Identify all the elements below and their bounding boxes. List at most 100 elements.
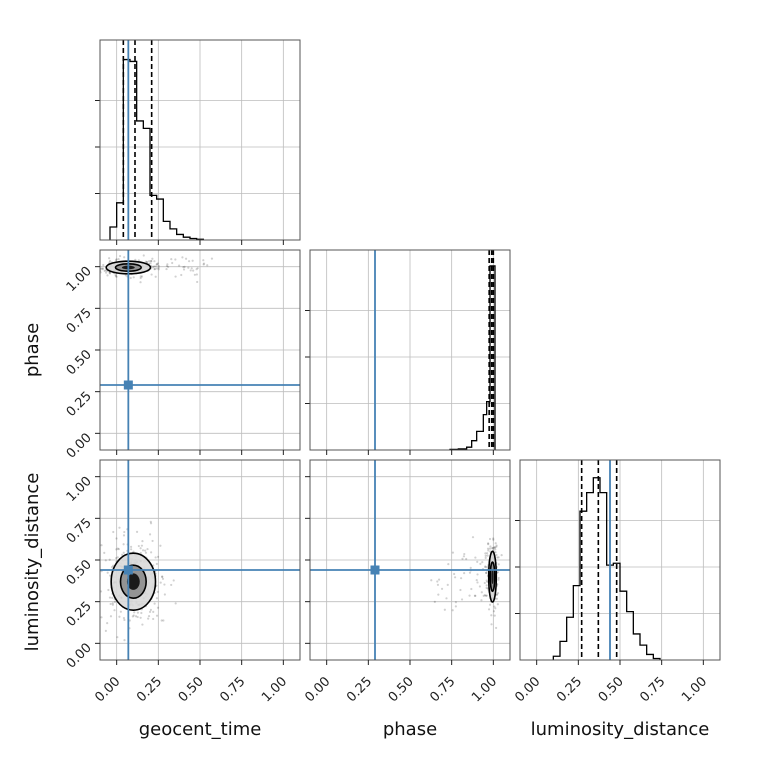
scatter-point bbox=[139, 551, 142, 555]
scatter-point bbox=[146, 260, 149, 264]
scatter-point bbox=[122, 616, 126, 620]
scatter-point bbox=[443, 608, 446, 611]
scatter-point bbox=[151, 257, 154, 260]
scatter-point bbox=[146, 547, 149, 551]
scatter-point bbox=[102, 263, 105, 267]
scatter-point bbox=[485, 579, 488, 582]
scatter-point bbox=[155, 562, 158, 566]
scatter-point bbox=[462, 555, 466, 558]
scatter-point bbox=[181, 256, 184, 259]
scatter-point bbox=[172, 579, 175, 582]
scatter-point bbox=[111, 603, 114, 606]
scatter-point bbox=[436, 580, 439, 583]
scatter-point bbox=[474, 594, 477, 597]
scatter-point bbox=[465, 557, 468, 561]
scatter-point bbox=[485, 586, 488, 589]
scatter-point bbox=[454, 605, 457, 608]
scatter-point bbox=[152, 617, 155, 621]
scatter-point bbox=[115, 556, 118, 560]
scatter-point bbox=[184, 257, 188, 260]
scatter-point bbox=[192, 269, 195, 272]
scatter-point bbox=[156, 590, 159, 593]
ylabel-luminosity-distance: luminosity_distance bbox=[22, 473, 43, 652]
scatter-point bbox=[495, 626, 498, 630]
xlabel-luminosity-distance: luminosity_distance bbox=[531, 719, 710, 740]
scatter-point bbox=[117, 258, 120, 261]
scatter-point bbox=[108, 271, 111, 274]
scatter-point bbox=[149, 262, 152, 265]
xtick-label-0: 0.00 bbox=[92, 674, 123, 705]
scatter-point bbox=[490, 623, 493, 626]
xtick-label-2: 0.50 bbox=[386, 674, 417, 705]
scatter-point bbox=[195, 268, 198, 271]
scatter-point bbox=[491, 547, 494, 550]
scatter-point bbox=[202, 263, 205, 266]
scatter-point bbox=[496, 593, 499, 596]
hist-bars-phase bbox=[449, 265, 496, 451]
scatter-point bbox=[496, 592, 500, 595]
scatter-point bbox=[110, 566, 114, 569]
scatter-point bbox=[451, 551, 455, 554]
panel-2d-phase-luminosity_distance: 0.00 0.25 0.50 0.75 1.00 bbox=[302, 459, 511, 705]
scatter-point bbox=[137, 259, 140, 262]
scatter-point bbox=[156, 555, 160, 558]
scatter-point bbox=[484, 565, 487, 568]
scatter-point bbox=[487, 549, 490, 552]
scatter-point bbox=[484, 565, 487, 569]
scatter-point bbox=[123, 639, 126, 642]
scatter-point bbox=[113, 609, 116, 612]
scatter-point bbox=[195, 273, 198, 276]
scatter-point bbox=[496, 603, 499, 606]
scatter-point bbox=[106, 571, 109, 574]
scatter-point bbox=[139, 276, 142, 280]
scatter-point bbox=[159, 544, 162, 547]
scatter-point bbox=[180, 273, 183, 277]
scatter-point bbox=[480, 599, 483, 602]
scatter-point bbox=[487, 542, 490, 545]
scatter-point bbox=[187, 260, 191, 263]
scatter-point bbox=[446, 583, 449, 586]
scatter-point bbox=[150, 259, 153, 263]
scatter-point bbox=[133, 611, 136, 614]
scatter-point bbox=[106, 274, 109, 277]
scatter-point bbox=[497, 578, 500, 581]
scatter-point bbox=[196, 280, 199, 284]
scatter-point bbox=[206, 264, 209, 267]
scatter-point bbox=[487, 608, 491, 611]
scatter-point bbox=[496, 571, 499, 574]
scatter-point bbox=[108, 272, 112, 275]
ytick-label-1: 0.25 bbox=[64, 389, 95, 420]
scatter-point bbox=[95, 270, 97, 272]
scatter-point bbox=[153, 267, 157, 271]
scatter-point bbox=[114, 273, 117, 277]
scatter-point bbox=[476, 581, 479, 584]
scatter-point bbox=[156, 262, 160, 265]
scatter-point bbox=[152, 265, 156, 268]
contour-outer bbox=[487, 550, 498, 603]
ytick-label-0: 0.00 bbox=[64, 641, 95, 672]
panel-2d-geocent_time-phase: 0.00 0.25 0.50 0.75 1.00 bbox=[64, 249, 301, 462]
scatter-point bbox=[136, 615, 139, 619]
scatter-point bbox=[155, 597, 158, 600]
scatter-point bbox=[122, 543, 125, 546]
scatter-point bbox=[115, 258, 118, 261]
scatter-point bbox=[165, 264, 169, 268]
scatter-point bbox=[177, 264, 181, 267]
scatter-point bbox=[182, 265, 185, 269]
scatter-point bbox=[196, 267, 199, 270]
scatter-point bbox=[468, 594, 471, 597]
truth-marker bbox=[123, 565, 133, 575]
xtick-label-3: 0.75 bbox=[427, 674, 458, 705]
scatter-point bbox=[182, 268, 186, 271]
scatter-point bbox=[163, 593, 166, 596]
scatter-point bbox=[483, 581, 486, 585]
scatter-point bbox=[118, 526, 121, 529]
xtick-label-1: 0.25 bbox=[554, 674, 585, 705]
scatter-point bbox=[437, 578, 441, 581]
scatter-point bbox=[492, 546, 495, 550]
scatter-point bbox=[101, 267, 104, 270]
scatter-point bbox=[123, 256, 126, 259]
xtick-label-4: 1.00 bbox=[259, 674, 290, 705]
scatter-point bbox=[104, 559, 107, 562]
scatter-point bbox=[119, 610, 122, 613]
